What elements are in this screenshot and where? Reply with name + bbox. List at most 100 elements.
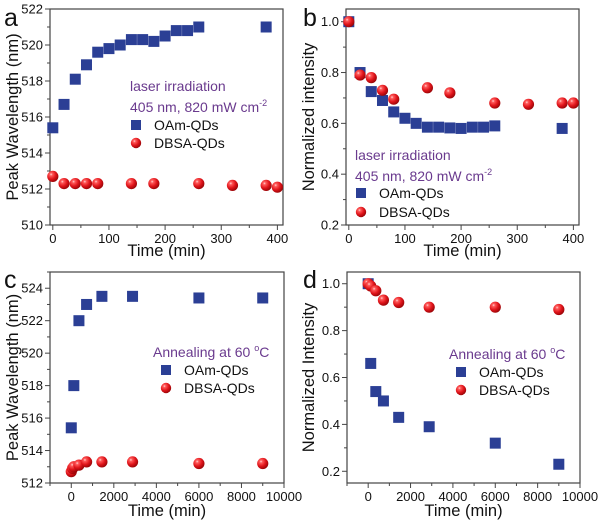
x-tick-label: 400	[563, 231, 585, 246]
y-tick-label: 518	[21, 74, 43, 89]
x-tick-label: 10000	[562, 489, 598, 504]
x-tick-label: 0	[365, 489, 372, 504]
annotation-degree: o	[550, 345, 555, 355]
y-tick-label: 0.2	[321, 218, 339, 233]
data-point-square	[260, 21, 272, 33]
data-point-sphere	[423, 301, 435, 313]
data-point-square	[47, 122, 59, 134]
legend-sphere-marker	[130, 137, 142, 149]
data-point-square	[370, 386, 382, 398]
y-tick-label: 512	[21, 476, 43, 491]
data-point-square	[159, 30, 171, 42]
annotation-superscript: -2	[484, 167, 492, 177]
panel-letter: a	[4, 4, 18, 32]
plot-frame	[49, 271, 285, 484]
data-point-sphere	[421, 82, 434, 94]
data-point-square	[466, 121, 478, 133]
data-point-sphere	[126, 456, 139, 468]
data-point-square	[478, 121, 490, 133]
annotation-line-1: Annealing at 60 oC	[153, 343, 269, 360]
data-point-square	[257, 292, 269, 304]
data-point-square	[365, 357, 377, 369]
y-tick-label: 0.2	[322, 464, 340, 479]
data-point-square	[148, 35, 160, 47]
data-point-square	[127, 290, 139, 302]
data-point-square	[455, 122, 467, 134]
legend: OAm-QDs DBSA-QDs	[355, 185, 450, 220]
y-tick-label: 516	[21, 110, 43, 125]
x-tick-label: 10000	[266, 489, 302, 504]
x-tick-label: 8000	[227, 489, 256, 504]
data-point-sphere	[69, 178, 81, 190]
data-point-sphere	[260, 179, 272, 191]
y-tick-label: 514	[21, 443, 43, 458]
annotation-line-1: Annealing at 60 oC	[449, 345, 565, 362]
y-tick-label: 518	[21, 378, 43, 393]
annotation-text: Annealing at 60	[153, 344, 254, 360]
x-tick-label: 0	[49, 231, 56, 246]
y-tick-label: 1.0	[322, 276, 340, 291]
data-point-square	[193, 292, 205, 304]
panel-letter: d	[303, 266, 317, 294]
annotation-unit: C	[555, 346, 565, 362]
y-tick-label: 0.4	[321, 167, 339, 182]
legend: OAm-QDs DBSA-QDs	[455, 364, 550, 398]
plot-frame	[345, 8, 580, 226]
panel-c: c 0 2000 4000 6000 8000 10000 512 514 516 518 520 52…	[4, 266, 302, 520]
data-point-sphere	[489, 97, 501, 109]
legend-sphere-marker	[355, 206, 367, 218]
x-tick-label: 0	[68, 489, 75, 504]
panel-letter: c	[4, 266, 17, 294]
y-tick-label: 520	[21, 38, 43, 53]
legend-square-marker	[456, 367, 466, 377]
data-point-sphere	[376, 84, 389, 96]
y-tick-label: 520	[21, 346, 43, 361]
series-oam-qds	[65, 290, 269, 434]
data-point-sphere	[444, 87, 456, 99]
data-point-sphere	[567, 97, 579, 109]
x-tick-label: 300	[210, 231, 232, 246]
annotation-line-1: laser irradiation	[130, 78, 226, 94]
data-point-sphere	[553, 303, 565, 316]
panel-d: d 0 2000 4000 6000 8000 10000 0.2 0.4 0.6 0.8 1.0 Ti…	[300, 266, 598, 520]
x-axis-title: Time (min)	[127, 242, 205, 260]
y-tick-label: 0.8	[322, 323, 340, 338]
y-axis-title: Peak Wavelength (nm)	[4, 33, 22, 200]
legend-label: OAm-QDs	[184, 362, 249, 378]
legend-square-marker	[161, 365, 171, 375]
x-tick-label: 100	[98, 231, 120, 246]
x-tick-label: 4000	[142, 489, 171, 504]
data-point-sphere	[80, 456, 93, 468]
data-point-sphere	[193, 457, 205, 470]
x-tick-label: 4000	[438, 489, 467, 504]
annotation-text: 405 nm, 820 mW cm	[355, 168, 484, 184]
data-point-sphere	[388, 93, 400, 105]
y-tick-label: 514	[21, 146, 43, 161]
data-point-sphere	[125, 178, 138, 190]
legend-sphere-marker	[160, 382, 172, 394]
data-point-square	[58, 98, 70, 110]
data-point-square	[399, 112, 411, 124]
legend-square-marker	[356, 188, 366, 198]
data-point-square	[96, 290, 108, 302]
y-tick-label: 516	[21, 411, 43, 426]
data-point-square	[376, 94, 388, 106]
x-tick-label: 2000	[99, 489, 128, 504]
panel-a: a 0 100 200 300 400 510 512 514 516 518 520 522 Time …	[4, 2, 288, 261]
data-point-square	[182, 25, 194, 37]
data-point-square	[114, 39, 126, 51]
x-tick-label: 200	[450, 231, 472, 246]
annotation-text: Annealing at 60	[449, 346, 550, 362]
data-point-square	[69, 73, 81, 85]
data-point-square	[377, 395, 389, 407]
annotation-text: 405 nm, 820 mW cm	[130, 99, 259, 115]
legend-label: DBSA-QDs	[154, 135, 225, 151]
data-point-square	[125, 34, 137, 46]
x-tick-label: 100	[394, 231, 416, 246]
x-axis-title: Time (min)	[423, 242, 501, 260]
x-tick-label: 2000	[396, 489, 425, 504]
legend-label: OAm-QDs	[379, 185, 444, 201]
y-axis-title: Normalized intensity	[300, 42, 318, 191]
data-point-sphere	[226, 179, 239, 191]
